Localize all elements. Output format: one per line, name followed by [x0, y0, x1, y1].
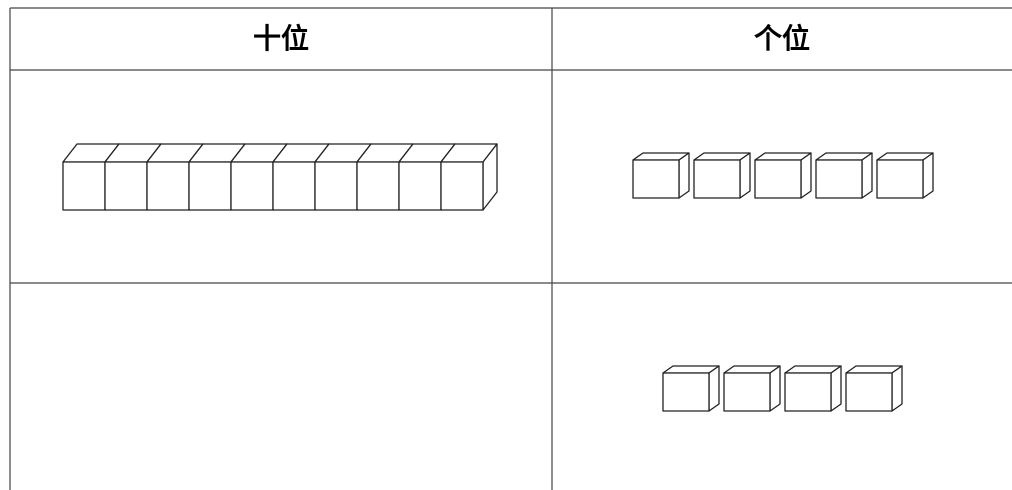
cube-side: [769, 365, 781, 412]
cube-front: [188, 161, 232, 211]
cube-front: [693, 159, 741, 199]
cube-front: [440, 161, 484, 211]
cube-front: [398, 161, 442, 211]
cube-side: [678, 152, 690, 199]
cube-front: [662, 372, 710, 412]
cube-side: [922, 152, 934, 199]
cube-front: [230, 161, 274, 211]
cube-front: [815, 159, 863, 199]
cube-side: [891, 365, 903, 412]
cube-side: [830, 365, 842, 412]
cube-side: [800, 152, 812, 199]
cube-side: [739, 152, 751, 199]
cube-front: [754, 159, 802, 199]
cube-front: [272, 161, 316, 211]
cube-front: [104, 161, 148, 211]
cube-drawings: [62, 143, 934, 412]
cube-front: [845, 372, 893, 412]
cube-front: [356, 161, 400, 211]
column-header: 十位: [253, 22, 309, 55]
cube-front: [632, 159, 680, 199]
cube-front: [146, 161, 190, 211]
cube-front: [784, 372, 832, 412]
cube-front: [62, 161, 106, 211]
cube-side: [861, 152, 873, 199]
cube-front: [314, 161, 358, 211]
cube-front: [876, 159, 924, 199]
cube-side: [708, 365, 720, 412]
column-header: 个位: [754, 22, 810, 55]
cube-front: [723, 372, 771, 412]
